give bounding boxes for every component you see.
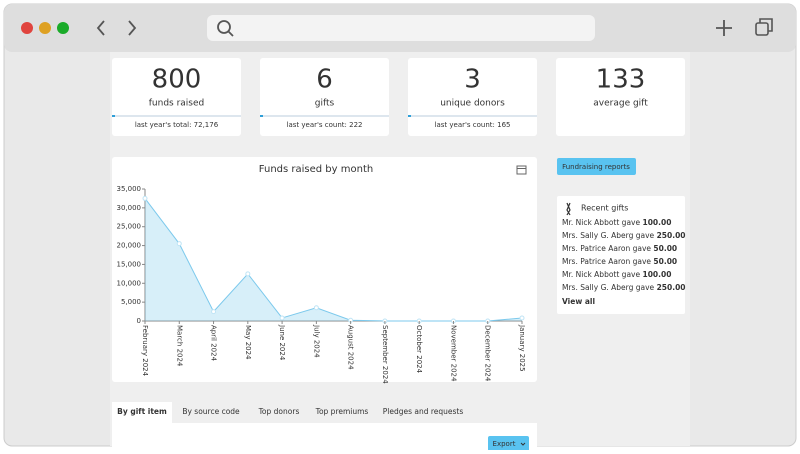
- export-button[interactable]: [488, 436, 529, 452]
- x-tick-label: December 2024: [484, 325, 492, 382]
- data-point: [279, 315, 285, 321]
- chart-card: [112, 157, 537, 382]
- x-tick-label: September 2024: [381, 325, 389, 384]
- active-tab[interactable]: [112, 402, 172, 424]
- gift-entry: Mrs. Sally G. Aberg gave 250.00: [562, 283, 686, 292]
- minimize-dot[interactable]: [39, 22, 51, 34]
- x-tick-label: October 2024: [415, 325, 423, 374]
- search-icon: [217, 20, 231, 34]
- gift-entry: Mrs. Sally G. Aberg gave 250.00: [562, 231, 686, 240]
- progress-track: [408, 115, 537, 117]
- y-tick-label: 35,000: [117, 185, 142, 193]
- y-tick-label: 20,000: [117, 242, 142, 250]
- chart-title: Funds raised by month: [259, 164, 373, 175]
- x-tick-label: November 2024: [449, 325, 457, 382]
- data-point: [313, 305, 319, 311]
- kpi-label: gifts: [315, 99, 335, 109]
- gift-entry: Mr. Nick Abbott gave 100.00: [562, 218, 671, 227]
- calendar-icon[interactable]: [516, 165, 527, 175]
- gift-entry: Mr. Nick Abbott gave 100.00: [562, 270, 671, 279]
- area-line: [144, 198, 523, 322]
- kpi-label: average gift: [593, 99, 648, 109]
- new-tab-icon[interactable]: [716, 20, 732, 36]
- progress-fill: [112, 115, 115, 117]
- data-point: [211, 309, 217, 315]
- gift-donor: Mrs. Patrice Aaron gave: [562, 244, 651, 253]
- search-icon-handle: [227, 30, 234, 37]
- gift-amount: 250.00: [657, 231, 686, 240]
- address-bar[interactable]: [207, 15, 595, 41]
- gift-amount: 100.00: [643, 218, 672, 227]
- tab-label[interactable]: Top premiums: [315, 407, 369, 416]
- gift-amount: 50.00: [653, 244, 677, 253]
- data-point: [519, 315, 525, 321]
- x-tick-label: August 2024: [347, 325, 355, 370]
- y-tick-label: 5,000: [121, 298, 141, 306]
- data-point: [142, 195, 148, 201]
- x-tick-label: April 2024: [210, 325, 218, 362]
- view-all-link[interactable]: View all: [562, 297, 595, 306]
- kpi-label: unique donors: [440, 99, 505, 109]
- export-caret: [520, 442, 526, 446]
- kpi-value: 800: [152, 65, 202, 95]
- y-tick-label: 10,000: [117, 279, 142, 287]
- gift-donor: Mrs. Sally G. Aberg gave: [562, 231, 655, 240]
- x-tick-label: July 2024: [312, 324, 320, 358]
- maximize-dot[interactable]: [57, 22, 69, 34]
- progress-fill: [260, 115, 263, 117]
- gift-donor: Mr. Nick Abbott gave: [562, 270, 640, 279]
- gift-entry: Mrs. Patrice Aaron gave 50.00: [562, 257, 677, 266]
- tabs-icon[interactable]: [755, 22, 769, 36]
- kpi-footer: last year's count: 222: [287, 121, 363, 129]
- tab-label[interactable]: By source code: [182, 407, 240, 416]
- kpi-footer: last year's total: 72,176: [135, 121, 219, 129]
- table-card: [112, 423, 537, 450]
- recent-gifts-card: [557, 196, 685, 314]
- recent-gifts-title: Recent gifts: [581, 204, 628, 213]
- kpi-label: funds raised: [149, 99, 205, 109]
- forward-icon[interactable]: [128, 20, 137, 36]
- x-tick-label: February 2024: [141, 325, 149, 377]
- export-button-label[interactable]: Export: [493, 440, 516, 448]
- x-tick-label: March 2024: [175, 325, 183, 367]
- kpi-value: 6: [316, 65, 333, 95]
- gift-donor: Mrs. Sally G. Aberg gave: [562, 283, 655, 292]
- progress-fill: [408, 115, 411, 117]
- gift-entry: Mrs. Patrice Aaron gave 50.00: [562, 244, 677, 253]
- x-tick-label: January 2025: [518, 324, 526, 372]
- gift-amount: 100.00: [643, 270, 672, 279]
- progress-track: [112, 115, 241, 117]
- tab-label[interactable]: By gift item: [117, 407, 167, 416]
- kpi-value: 133: [596, 65, 646, 95]
- kpi-card: [556, 58, 685, 136]
- tab-label[interactable]: Top donors: [258, 407, 300, 416]
- y-tick-label: 25,000: [117, 223, 142, 231]
- ribbon-icon: [566, 202, 571, 216]
- tabs-icon-back: [759, 18, 773, 32]
- x-tick-label: May 2024: [244, 325, 252, 360]
- gift-amount: 50.00: [653, 257, 677, 266]
- gift-amount: 250.00: [657, 283, 686, 292]
- reports-button-label[interactable]: Fundraising reports: [562, 163, 630, 171]
- y-tick-label: 30,000: [117, 204, 142, 212]
- close-dot[interactable]: [21, 22, 33, 34]
- gift-donor: Mrs. Patrice Aaron gave: [562, 257, 651, 266]
- reports-button[interactable]: [557, 158, 636, 175]
- progress-track: [260, 115, 389, 117]
- back-icon[interactable]: [96, 20, 105, 36]
- y-tick-label: 15,000: [117, 260, 142, 268]
- area-fill: [145, 198, 522, 321]
- gift-donor: Mr. Nick Abbott gave: [562, 218, 640, 227]
- kpi-value: 3: [464, 65, 481, 95]
- kpi-footer: last year's count: 165: [435, 121, 511, 129]
- data-point: [176, 241, 182, 247]
- data-point: [245, 271, 251, 277]
- x-tick-label: June 2024: [278, 324, 286, 361]
- y-tick-label: 0: [137, 317, 141, 325]
- tab-label[interactable]: Pledges and requests: [383, 407, 464, 416]
